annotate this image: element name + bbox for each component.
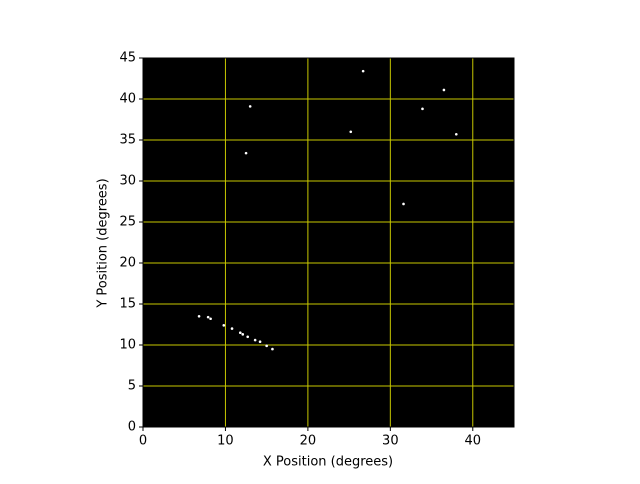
plot-frame [142, 57, 515, 428]
point [230, 327, 234, 330]
y-tick-label: 45 [119, 51, 136, 66]
plot-area [143, 58, 514, 427]
points [197, 69, 458, 351]
point [209, 317, 212, 321]
point [253, 338, 257, 342]
point [197, 315, 201, 318]
y-tick-label: 25 [119, 215, 136, 230]
point [258, 340, 262, 344]
y-tick-label: 35 [119, 133, 136, 148]
x-tick-label: 20 [300, 434, 317, 449]
y-tick-label: 10 [119, 338, 136, 353]
point [238, 331, 242, 335]
point [206, 315, 210, 319]
x-tick-label: 10 [217, 434, 234, 449]
point [421, 107, 424, 111]
x-tick-label: 40 [465, 434, 482, 449]
x-axis-title: X Position (degrees) [263, 455, 393, 470]
point [271, 347, 274, 351]
x-tick-label: 0 [139, 434, 147, 449]
point [442, 88, 446, 92]
point [244, 151, 248, 155]
point [248, 105, 252, 108]
point [361, 69, 365, 73]
point [349, 130, 353, 134]
point [241, 333, 245, 336]
y-axis-title: Y Position (degrees) [96, 178, 111, 308]
point [402, 202, 405, 206]
y-tick-label: 40 [119, 92, 136, 107]
point [454, 132, 458, 136]
point [222, 324, 226, 327]
point [265, 344, 268, 348]
y-tick-label: 5 [128, 379, 136, 394]
y-tick-label: 30 [119, 174, 136, 189]
y-tick-label: 20 [119, 256, 136, 271]
y-tick-label: 15 [119, 297, 136, 312]
x-tick-label: 30 [382, 434, 399, 449]
y-tick-label: 0 [128, 420, 136, 435]
point [246, 335, 250, 339]
